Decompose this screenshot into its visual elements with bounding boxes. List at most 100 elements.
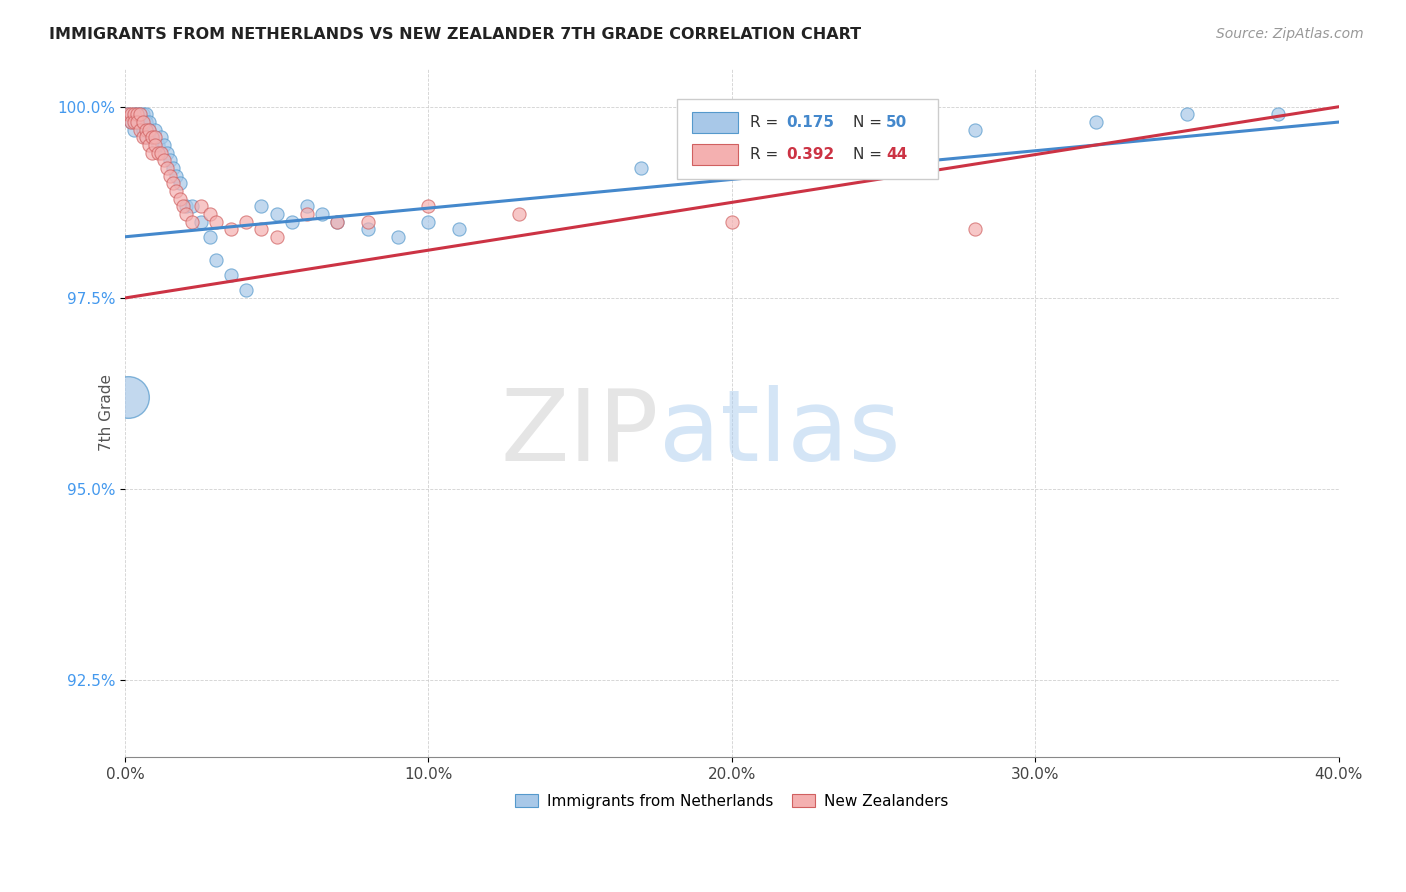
Point [132,107,155,121]
FancyBboxPatch shape [678,100,938,178]
Point [120,115,142,129]
Point [326,214,349,228]
Text: Source: ZipAtlas.com: Source: ZipAtlas.com [1216,27,1364,41]
Point [150,145,173,160]
Point [132,122,155,136]
Point [205,214,228,228]
Point [418,199,440,213]
Point [156,161,179,175]
Point [129,115,152,129]
Point [125,107,148,121]
Point [963,122,986,136]
Legend: Immigrants from Netherlands, New Zealanders: Immigrants from Netherlands, New Zealand… [509,788,955,814]
Point [135,130,157,145]
Point [143,122,166,136]
Point [1267,107,1289,121]
Point [250,222,273,236]
Point [281,214,304,228]
Point [190,214,212,228]
Point [148,145,170,160]
Point [169,176,191,190]
Point [122,115,145,129]
Point [122,122,145,136]
Point [235,284,257,298]
Point [235,214,257,228]
Text: N =: N = [853,115,887,129]
Point [172,199,194,213]
Point [250,199,273,213]
Point [129,122,152,136]
Point [295,199,318,213]
Point [174,207,197,221]
Point [135,130,157,145]
Text: N =: N = [853,147,887,162]
Point [122,107,145,121]
Point [356,222,378,236]
Point [141,130,163,145]
Point [117,107,139,121]
Text: IMMIGRANTS FROM NETHERLANDS VS NEW ZEALANDER 7TH GRADE CORRELATION CHART: IMMIGRANTS FROM NETHERLANDS VS NEW ZEALA… [49,27,862,42]
Point [219,222,242,236]
Point [132,130,155,145]
Point [138,138,160,153]
Y-axis label: 7th Grade: 7th Grade [98,375,114,451]
Point [125,107,148,121]
Text: ZIP: ZIP [501,384,659,482]
Point [169,192,191,206]
Point [153,153,176,168]
Point [125,115,148,129]
Point [180,199,202,213]
Point [630,161,652,175]
Point [266,207,288,221]
Text: 44: 44 [886,147,907,162]
Point [132,115,155,129]
Point [143,130,166,145]
Point [198,207,221,221]
Point [166,169,188,183]
Text: 50: 50 [886,115,907,129]
Point [141,130,163,145]
Text: R =: R = [749,147,783,162]
Point [266,229,288,244]
Point [418,214,440,228]
Point [117,107,139,121]
Point [125,115,148,129]
Text: R =: R = [749,115,783,129]
Text: 0.175: 0.175 [786,115,834,129]
Point [148,138,170,153]
Point [198,229,221,244]
Point [162,161,184,175]
Point [150,130,173,145]
Point [138,122,160,136]
Point [447,222,470,236]
Point [174,199,197,213]
Point [117,391,139,405]
Point [190,199,212,213]
Point [205,252,228,267]
Point [122,107,145,121]
Point [129,107,152,121]
Point [326,214,349,228]
Point [356,214,378,228]
Point [1175,107,1198,121]
Text: atlas: atlas [659,384,901,482]
FancyBboxPatch shape [692,145,738,165]
FancyBboxPatch shape [692,112,738,133]
Point [166,184,188,198]
Point [129,107,152,121]
Point [141,145,163,160]
Point [138,122,160,136]
Point [120,107,142,121]
Point [162,176,184,190]
Text: 0.392: 0.392 [786,147,835,162]
Point [135,107,157,121]
Point [720,214,742,228]
Point [159,153,181,168]
Point [135,122,157,136]
Point [311,207,333,221]
Point [180,214,202,228]
Point [153,138,176,153]
Point [156,145,179,160]
Point [143,138,166,153]
Point [963,222,986,236]
